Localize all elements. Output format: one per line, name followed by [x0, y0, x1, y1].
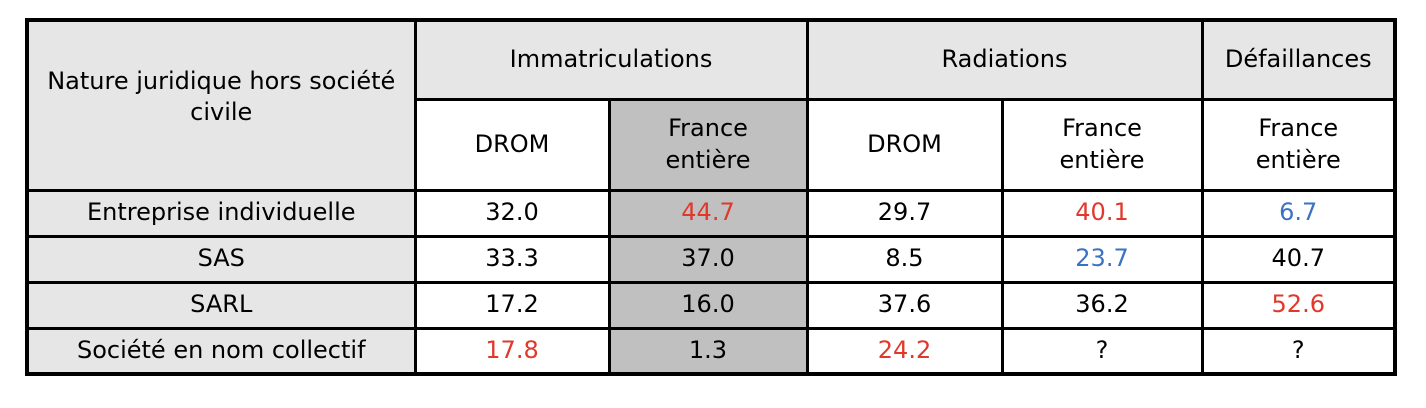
- data-row: SARL 17.2 16.0 37.6 36.2 52.6: [25, 280, 1397, 330]
- subheader: DROM: [413, 97, 611, 192]
- subheader: France entière: [607, 97, 809, 192]
- cell: ?: [1000, 326, 1204, 376]
- row-label: Société en nom collectif: [25, 326, 417, 376]
- cell: 37.6: [805, 280, 1004, 330]
- header-row: Nature juridique hors société civile Imma…: [25, 18, 1397, 192]
- subheader: DROM: [805, 97, 1004, 192]
- group-header: Radiations: [805, 18, 1204, 101]
- data-row: SAS 33.3 37.0 8.5 23.7 40.7: [25, 234, 1397, 284]
- subheader: France entière: [1000, 97, 1204, 192]
- cell: 23.7: [1000, 234, 1204, 284]
- row-label: Entreprise individuelle: [25, 188, 417, 238]
- row-label: SAS: [25, 234, 417, 284]
- cell: 24.2: [805, 326, 1004, 376]
- cell: 17.8: [413, 326, 611, 376]
- group-header: Défaillances: [1200, 18, 1397, 101]
- table: Nature juridique hors société civile Imma…: [25, 18, 1397, 376]
- data-row: Société en nom collectif 17.8 1.3 24.2??: [25, 326, 1397, 376]
- cell: 16.0: [607, 280, 809, 330]
- table-wrap: Nature juridique hors société civile Imma…: [25, 18, 1397, 376]
- row-label: SARL: [25, 280, 417, 330]
- cell: 29.7: [805, 188, 1004, 238]
- cell: 33.3: [413, 234, 611, 284]
- cell: 8.5: [805, 234, 1004, 284]
- cell: 52.6: [1200, 280, 1397, 330]
- cell: 44.7: [607, 188, 809, 238]
- cell: 40.1: [1000, 188, 1204, 238]
- cell: 1.3: [607, 326, 809, 376]
- cell: 32.0: [413, 188, 611, 238]
- data-row: Entreprise individuelle 32.0 44.7 29.7 40.1 6…: [25, 188, 1397, 238]
- cell: 36.2: [1000, 280, 1204, 330]
- subheader: France entière: [1200, 97, 1397, 192]
- cell: 40.7: [1200, 234, 1397, 284]
- cell: 6.7: [1200, 188, 1397, 238]
- subheader-row: DROM France entière DROM France entière Fran…: [27, 97, 1397, 192]
- group-header: Immatriculations: [413, 18, 809, 101]
- cell: ?: [1200, 326, 1397, 376]
- cell: 37.0: [607, 234, 809, 284]
- cell: 17.2: [413, 280, 611, 330]
- corner-header: Nature juridique hors société civile: [25, 18, 417, 192]
